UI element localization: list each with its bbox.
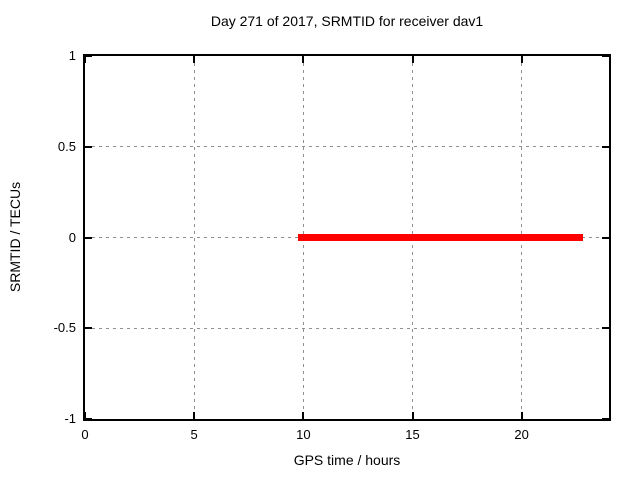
tick-mark (602, 56, 609, 57)
tick-mark (411, 412, 414, 419)
y-tick-label: -1 (64, 411, 76, 426)
y-tick-label: -0.5 (53, 320, 76, 336)
y-tick-label: 1 (68, 48, 76, 63)
tick-mark (193, 56, 196, 63)
tick-mark (302, 412, 305, 419)
tick-mark (602, 145, 609, 148)
gridline (85, 146, 609, 148)
tick-mark (85, 412, 86, 419)
tick-mark (193, 412, 196, 419)
x-tick-label: 10 (296, 427, 311, 442)
tick-mark (85, 56, 92, 57)
gridline (85, 327, 609, 329)
x-tick-label: 15 (405, 427, 420, 442)
chart-title: Day 271 of 2017, SRMTID for receiver dav… (210, 13, 484, 29)
tick-mark (85, 327, 92, 330)
data-line (297, 234, 583, 241)
y-tick-label: 0.5 (57, 138, 76, 154)
tick-mark (85, 236, 92, 239)
tick-mark (85, 56, 86, 63)
x-axis-label: GPS time / hours (293, 452, 401, 468)
tick-mark (602, 327, 609, 330)
plot-canvas (85, 56, 609, 419)
tick-mark (85, 418, 92, 419)
tick-mark (85, 145, 92, 148)
y-tick-label: 0 (68, 229, 76, 245)
tick-mark (302, 56, 305, 63)
plot-area (83, 54, 611, 421)
x-tick-label: 5 (190, 427, 198, 442)
tick-mark (411, 56, 414, 63)
tick-mark (520, 412, 523, 419)
tick-mark (602, 236, 609, 239)
x-tick-label: 0 (81, 427, 89, 442)
x-tick-label: 20 (514, 427, 529, 442)
tick-mark (520, 56, 523, 63)
tick-mark (602, 418, 609, 419)
